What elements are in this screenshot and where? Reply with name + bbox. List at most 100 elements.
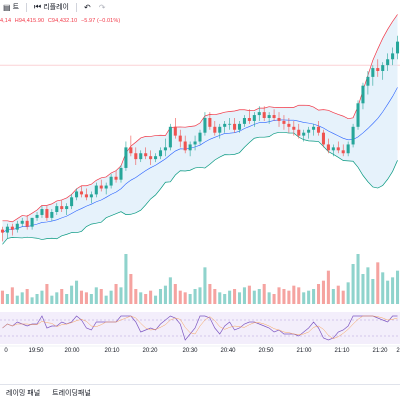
redo-button[interactable]: ↷ xyxy=(96,0,111,14)
volume-bar xyxy=(208,284,212,304)
volume-bar xyxy=(15,295,19,304)
candle-body xyxy=(15,223,19,230)
candle-body xyxy=(25,220,29,227)
volume-bar xyxy=(257,289,261,304)
candle-body xyxy=(198,132,202,142)
volume-bar xyxy=(242,287,246,304)
volume-bar xyxy=(119,287,123,304)
volume-bar xyxy=(193,289,197,304)
volume-bar xyxy=(158,289,163,304)
volume-bar xyxy=(321,280,325,304)
volume-bar xyxy=(326,270,330,304)
candle-body xyxy=(336,147,340,151)
volume-bar xyxy=(65,294,69,304)
candle-body xyxy=(5,226,9,233)
candle-body xyxy=(109,176,113,186)
time-axis-label: 21:00 xyxy=(296,348,312,354)
candle-body xyxy=(356,103,360,127)
candle-body xyxy=(30,217,34,227)
volume-bar xyxy=(386,280,390,304)
volume-bar xyxy=(366,267,370,304)
volume-bar xyxy=(262,284,266,304)
ohlc-high: H94,415.90 xyxy=(14,18,45,24)
volume-bar xyxy=(79,290,84,304)
volume-bar xyxy=(356,254,360,304)
candle-body xyxy=(55,206,59,212)
candle-body xyxy=(361,85,365,104)
candle-body xyxy=(321,132,325,145)
replay-icon: ⏮ xyxy=(34,2,42,11)
time-axis-label: 20:50 xyxy=(258,348,274,354)
candle-body xyxy=(391,53,395,60)
replay-label: 리플레이 xyxy=(43,4,69,11)
candle-body xyxy=(376,68,380,71)
candle-body xyxy=(60,206,64,210)
volume-bar xyxy=(94,287,98,304)
candle-body xyxy=(35,214,39,218)
volume-bar xyxy=(247,285,251,304)
volume-bar xyxy=(252,290,256,304)
volume-bar xyxy=(84,292,88,304)
ohlc-change: −5.97 (−0.01%) xyxy=(80,18,121,24)
time-axis-label: 19:50 xyxy=(28,348,44,354)
candle-body xyxy=(287,123,291,127)
candle-body xyxy=(183,141,187,151)
candle-body xyxy=(381,65,385,71)
volume-bar xyxy=(173,284,177,304)
candle-body xyxy=(40,209,44,215)
volume-bar xyxy=(183,292,187,304)
candle-body xyxy=(326,144,330,151)
candle-body xyxy=(252,115,256,121)
undo-icon: ↶ xyxy=(83,2,91,12)
volume-bar xyxy=(75,280,79,304)
candle-body xyxy=(213,126,217,133)
candle-body xyxy=(218,126,222,133)
volume-bar xyxy=(396,270,400,304)
time-axis-label: 0 xyxy=(4,348,8,354)
bollinger-lower-line xyxy=(2,131,398,245)
bottom-panel-tabs: 레이밍 패널 트레이딩패널 xyxy=(0,384,400,400)
volume-bar xyxy=(302,292,306,304)
candle-body xyxy=(10,226,14,230)
candle-body xyxy=(208,118,212,127)
volume-bar xyxy=(213,289,217,304)
ohlc-open: 4,14 xyxy=(0,18,12,24)
candle-body xyxy=(233,123,237,130)
volume-bar xyxy=(267,292,271,304)
undo-button[interactable]: ↶ xyxy=(81,0,96,14)
toolbar-divider xyxy=(75,2,77,12)
bollinger-basis-line xyxy=(2,87,398,233)
candle-body xyxy=(262,112,266,118)
tab-panel[interactable]: 레이밍 패널 xyxy=(6,389,41,397)
candle-body xyxy=(75,191,79,198)
time-axis-label: 20:00 xyxy=(64,348,80,354)
chart-type-button[interactable]: ▤ 트 xyxy=(0,0,22,14)
volume-bar xyxy=(331,289,335,304)
candle-body xyxy=(237,123,242,130)
candle-body xyxy=(94,185,98,195)
replay-button[interactable]: ⏮ 리플레이 xyxy=(31,0,72,14)
volume-bar xyxy=(55,292,59,304)
candle-body xyxy=(104,185,108,189)
volume-bar xyxy=(60,289,64,304)
candle-body xyxy=(129,147,133,154)
chart-area[interactable]: 0 19:50 20:00 20:10 20:20 20:30 20:40 20:50 21:0… xyxy=(0,14,400,358)
time-axis-label: 20:40 xyxy=(220,348,236,354)
volume-bar xyxy=(104,295,108,304)
candle-body xyxy=(307,129,311,133)
candle-body xyxy=(302,132,306,136)
candle-body xyxy=(149,156,153,160)
candle-body xyxy=(351,126,355,145)
candle-body xyxy=(272,115,276,118)
volume-bar xyxy=(134,289,138,304)
volume-bar xyxy=(129,274,133,304)
volume-bar xyxy=(277,287,281,304)
top-toolbar: ▤ 트 ⏮ 리플레이 ↶ ↷ xyxy=(0,0,400,14)
candlestick-chart[interactable]: 0 19:50 20:00 20:10 20:20 20:30 20:40 20:50 21:0… xyxy=(0,14,400,358)
volume-bar xyxy=(346,282,350,304)
volume-bar xyxy=(312,289,316,304)
candle-body xyxy=(163,147,167,151)
volume-bar xyxy=(163,285,167,304)
chart-type-label: 트 xyxy=(12,4,20,11)
tab-trading-panel[interactable]: 트레이딩패널 xyxy=(52,389,91,397)
